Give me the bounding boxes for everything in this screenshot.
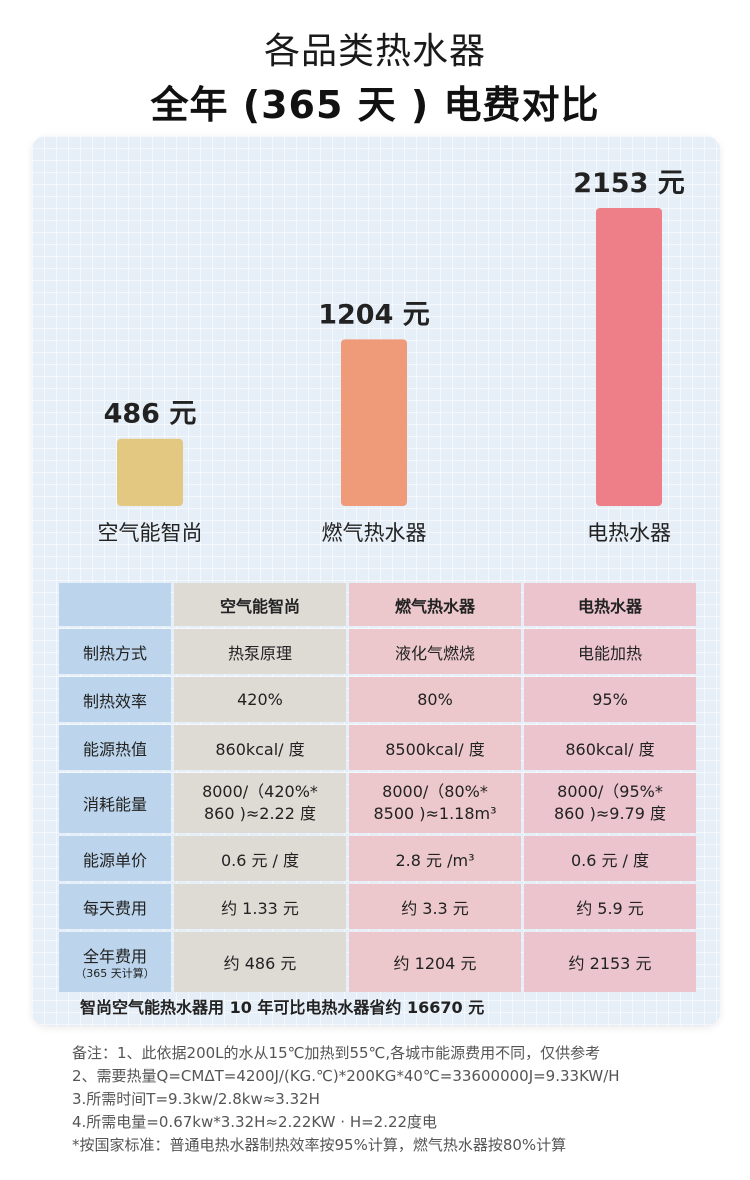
category-label: 空气能智尚 <box>98 521 203 545</box>
table-cell: 8000/（80%* 8500 )≈1.18m³ <box>349 773 521 833</box>
category-label: 燃气热水器 <box>322 521 427 545</box>
table-row: 制热方式 热泵原理 液化气燃烧 电能加热 <box>59 629 696 674</box>
table-cell: 8500kcal/ 度 <box>349 725 521 770</box>
table-cell: 约 3.3 元 <box>349 884 521 929</box>
savings-summary: 智尚空气能热水器用 10 年可比电热水器省约 16670 元 <box>80 998 485 1017</box>
note-line: 3.所需时间T=9.3kw/2.8kw≈3.32H <box>72 1090 320 1108</box>
cell-line: 8000/（80%* <box>382 782 488 801</box>
table-cell: 860kcal/ 度 <box>524 725 696 770</box>
note-line: *按国家标准：普通电热水器制热效率按95%计算，燃气热水器按80%计算 <box>72 1136 567 1154</box>
table-cell: 约 1204 元 <box>349 932 521 992</box>
bar <box>596 208 662 506</box>
page-title-line1: 各品类热水器 <box>263 31 486 72</box>
note-line: 2、需要热量Q=CMΔT=4200J/(KG.℃)*200KG*40℃=3360… <box>72 1067 620 1085</box>
table-cell: 约 5.9 元 <box>524 884 696 929</box>
table-cell: 液化气燃烧 <box>349 629 521 674</box>
table-header-row: 空气能智尚 燃气热水器 电热水器 <box>59 583 696 626</box>
table-cell: 80% <box>349 677 521 722</box>
table-cell: 电能加热 <box>524 629 696 674</box>
bar-value-label: 486 元 <box>104 399 197 430</box>
table-row: 全年费用 （365 天计算） 约 486 元 约 1204 元 约 2153 元 <box>59 932 696 992</box>
bar-value-label: 2153 元 <box>573 168 685 199</box>
row-label: 制热方式 <box>59 629 171 674</box>
comparison-table: 空气能智尚 燃气热水器 电热水器 制热方式 热泵原理 液化气燃烧 电能加热 制热… <box>56 580 699 995</box>
row-label: 全年费用 （365 天计算） <box>59 932 171 992</box>
cell-line: 8000/（95%* <box>557 782 663 801</box>
notes: 备注：1、此依据200L的水从15℃加热到55℃,各城市能源费用不同，仅供参考 … <box>72 1042 732 1157</box>
row-label: 能源热值 <box>59 725 171 770</box>
table-header-gas: 燃气热水器 <box>349 583 521 626</box>
row-label-sub: （365 天计算） <box>75 967 155 980</box>
bar <box>341 339 407 506</box>
table-cell: 420% <box>174 677 346 722</box>
table-cell: 0.6 元 / 度 <box>524 836 696 881</box>
note-line: 4.所需电量=0.67kw*3.32H≈2.22KW · H=2.22度电 <box>72 1113 438 1131</box>
cell-line: 8500 )≈1.18m³ <box>373 804 497 823</box>
bar <box>117 438 183 506</box>
cell-line: 860 )≈9.79 度 <box>554 804 666 823</box>
table-cell: 860kcal/ 度 <box>174 725 346 770</box>
row-label: 制热效率 <box>59 677 171 722</box>
bar-value-label: 1204 元 <box>318 299 430 330</box>
row-label: 每天费用 <box>59 884 171 929</box>
table-row: 每天费用 约 1.33 元 约 3.3 元 约 5.9 元 <box>59 884 696 929</box>
table-header-air: 空气能智尚 <box>174 583 346 626</box>
table-cell: 0.6 元 / 度 <box>174 836 346 881</box>
page-title-line2: 全年 (365 天 ) 电费对比 <box>150 83 600 127</box>
table-row: 能源热值 860kcal/ 度 8500kcal/ 度 860kcal/ 度 <box>59 725 696 770</box>
note-line: 备注：1、此依据200L的水从15℃加热到55℃,各城市能源费用不同，仅供参考 <box>72 1044 601 1062</box>
table-cell: 约 2153 元 <box>524 932 696 992</box>
table-header-corner <box>59 583 171 626</box>
table-cell: 2.8 元 /m³ <box>349 836 521 881</box>
category-label: 电热水器 <box>587 521 671 545</box>
cell-line: 8000/（420%* <box>202 782 318 801</box>
row-label: 能源单价 <box>59 836 171 881</box>
table-row: 制热效率 420% 80% 95% <box>59 677 696 722</box>
row-label: 消耗能量 <box>59 773 171 833</box>
table-cell: 约 486 元 <box>174 932 346 992</box>
table-cell: 95% <box>524 677 696 722</box>
table-row: 消耗能量 8000/（420%* 860 )≈2.22 度 8000/（80%*… <box>59 773 696 833</box>
table-cell: 8000/（420%* 860 )≈2.22 度 <box>174 773 346 833</box>
cell-line: 860 )≈2.22 度 <box>204 804 316 823</box>
table-header-electric: 电热水器 <box>524 583 696 626</box>
table-cell: 热泵原理 <box>174 629 346 674</box>
table-row: 能源单价 0.6 元 / 度 2.8 元 /m³ 0.6 元 / 度 <box>59 836 696 881</box>
table-cell: 8000/（95%* 860 )≈9.79 度 <box>524 773 696 833</box>
table-cell: 约 1.33 元 <box>174 884 346 929</box>
row-label-main: 全年费用 <box>82 947 147 966</box>
